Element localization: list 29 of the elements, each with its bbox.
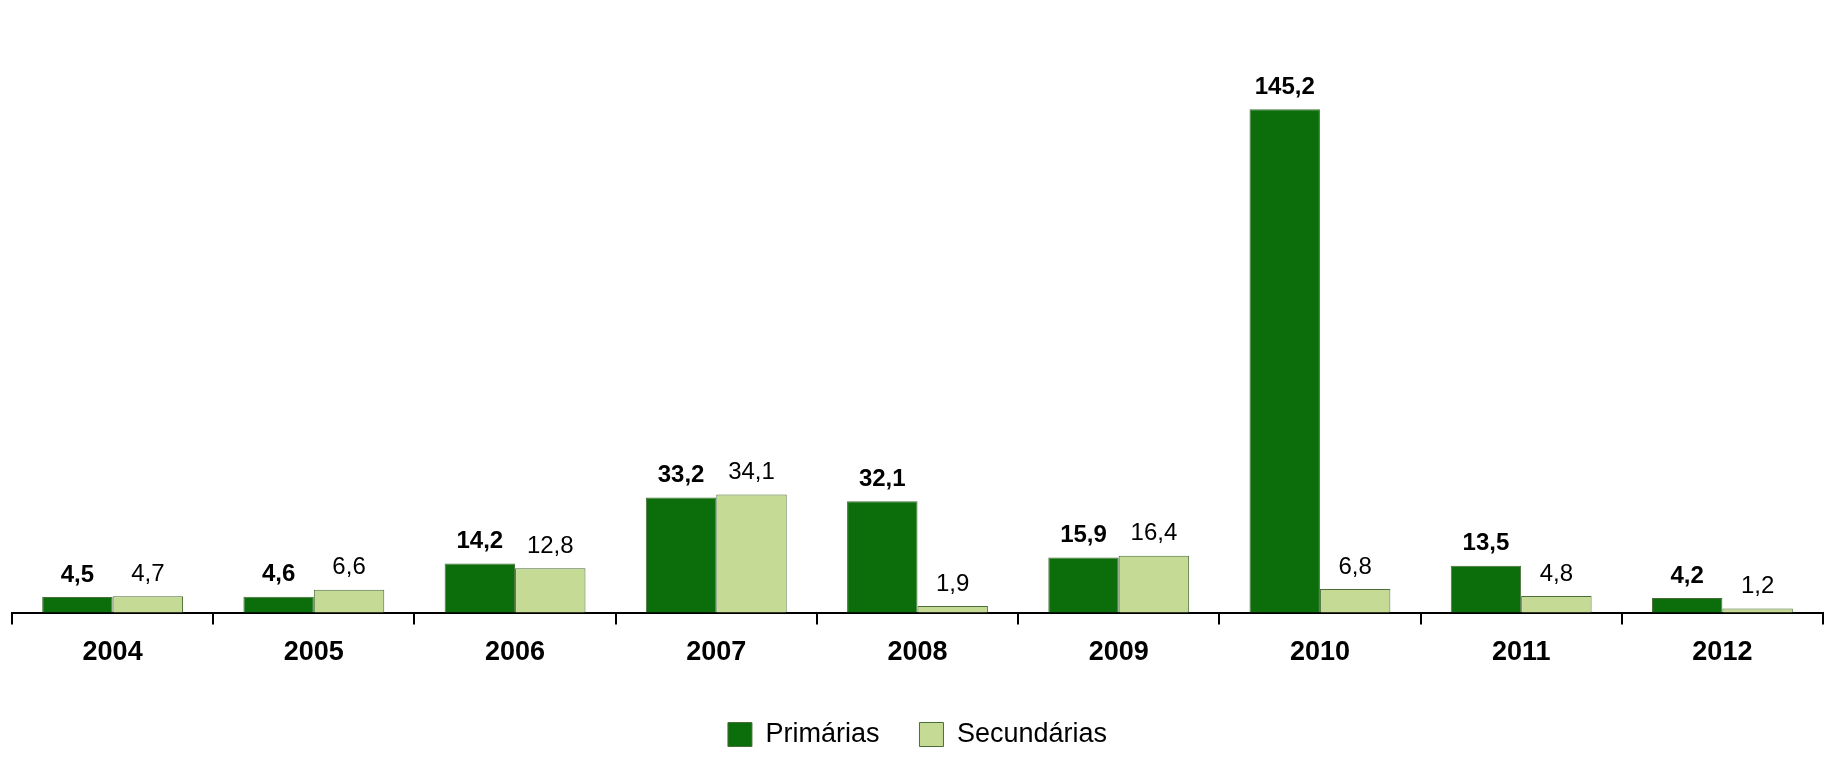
data-label: 4,2 [1670, 560, 1704, 588]
x-tick-label: 2005 [283, 636, 344, 667]
x-tick-label: 2004 [82, 636, 143, 667]
legend-label: Primárias [765, 717, 880, 748]
data-label: 12,8 [526, 530, 574, 558]
data-label: 145,2 [1254, 71, 1315, 99]
data-label: 14,2 [456, 526, 504, 553]
legend-label: Secundárias [956, 717, 1108, 748]
data-label: 15,9 [1060, 520, 1107, 548]
data-label: 1,2 [1740, 571, 1775, 599]
data-label: 16,4 [1130, 518, 1178, 546]
x-tick-label: 2008 [887, 636, 948, 667]
x-tick-label: 2007 [686, 636, 747, 667]
data-label: 4,5 [60, 559, 95, 587]
data-label: 34,1 [728, 457, 775, 485]
x-tick-label: 2009 [1088, 636, 1149, 667]
data-label: 32,1 [858, 463, 906, 491]
data-label: 13,5 [1462, 528, 1510, 556]
x-tick-label: 2010 [1289, 636, 1350, 667]
data-label: 4,7 [131, 558, 165, 586]
data-label: 4,8 [1539, 558, 1574, 586]
data-label: 4,6 [261, 559, 296, 587]
x-tick-label: 2012 [1692, 636, 1753, 667]
x-tick-label: 2006 [485, 636, 546, 667]
data-label: 6,6 [332, 552, 366, 580]
data-label: 6,8 [1338, 551, 1372, 579]
data-label: 33,2 [657, 460, 705, 488]
data-label: 1,9 [936, 568, 970, 596]
x-tick-label: 2011 [1491, 636, 1551, 667]
